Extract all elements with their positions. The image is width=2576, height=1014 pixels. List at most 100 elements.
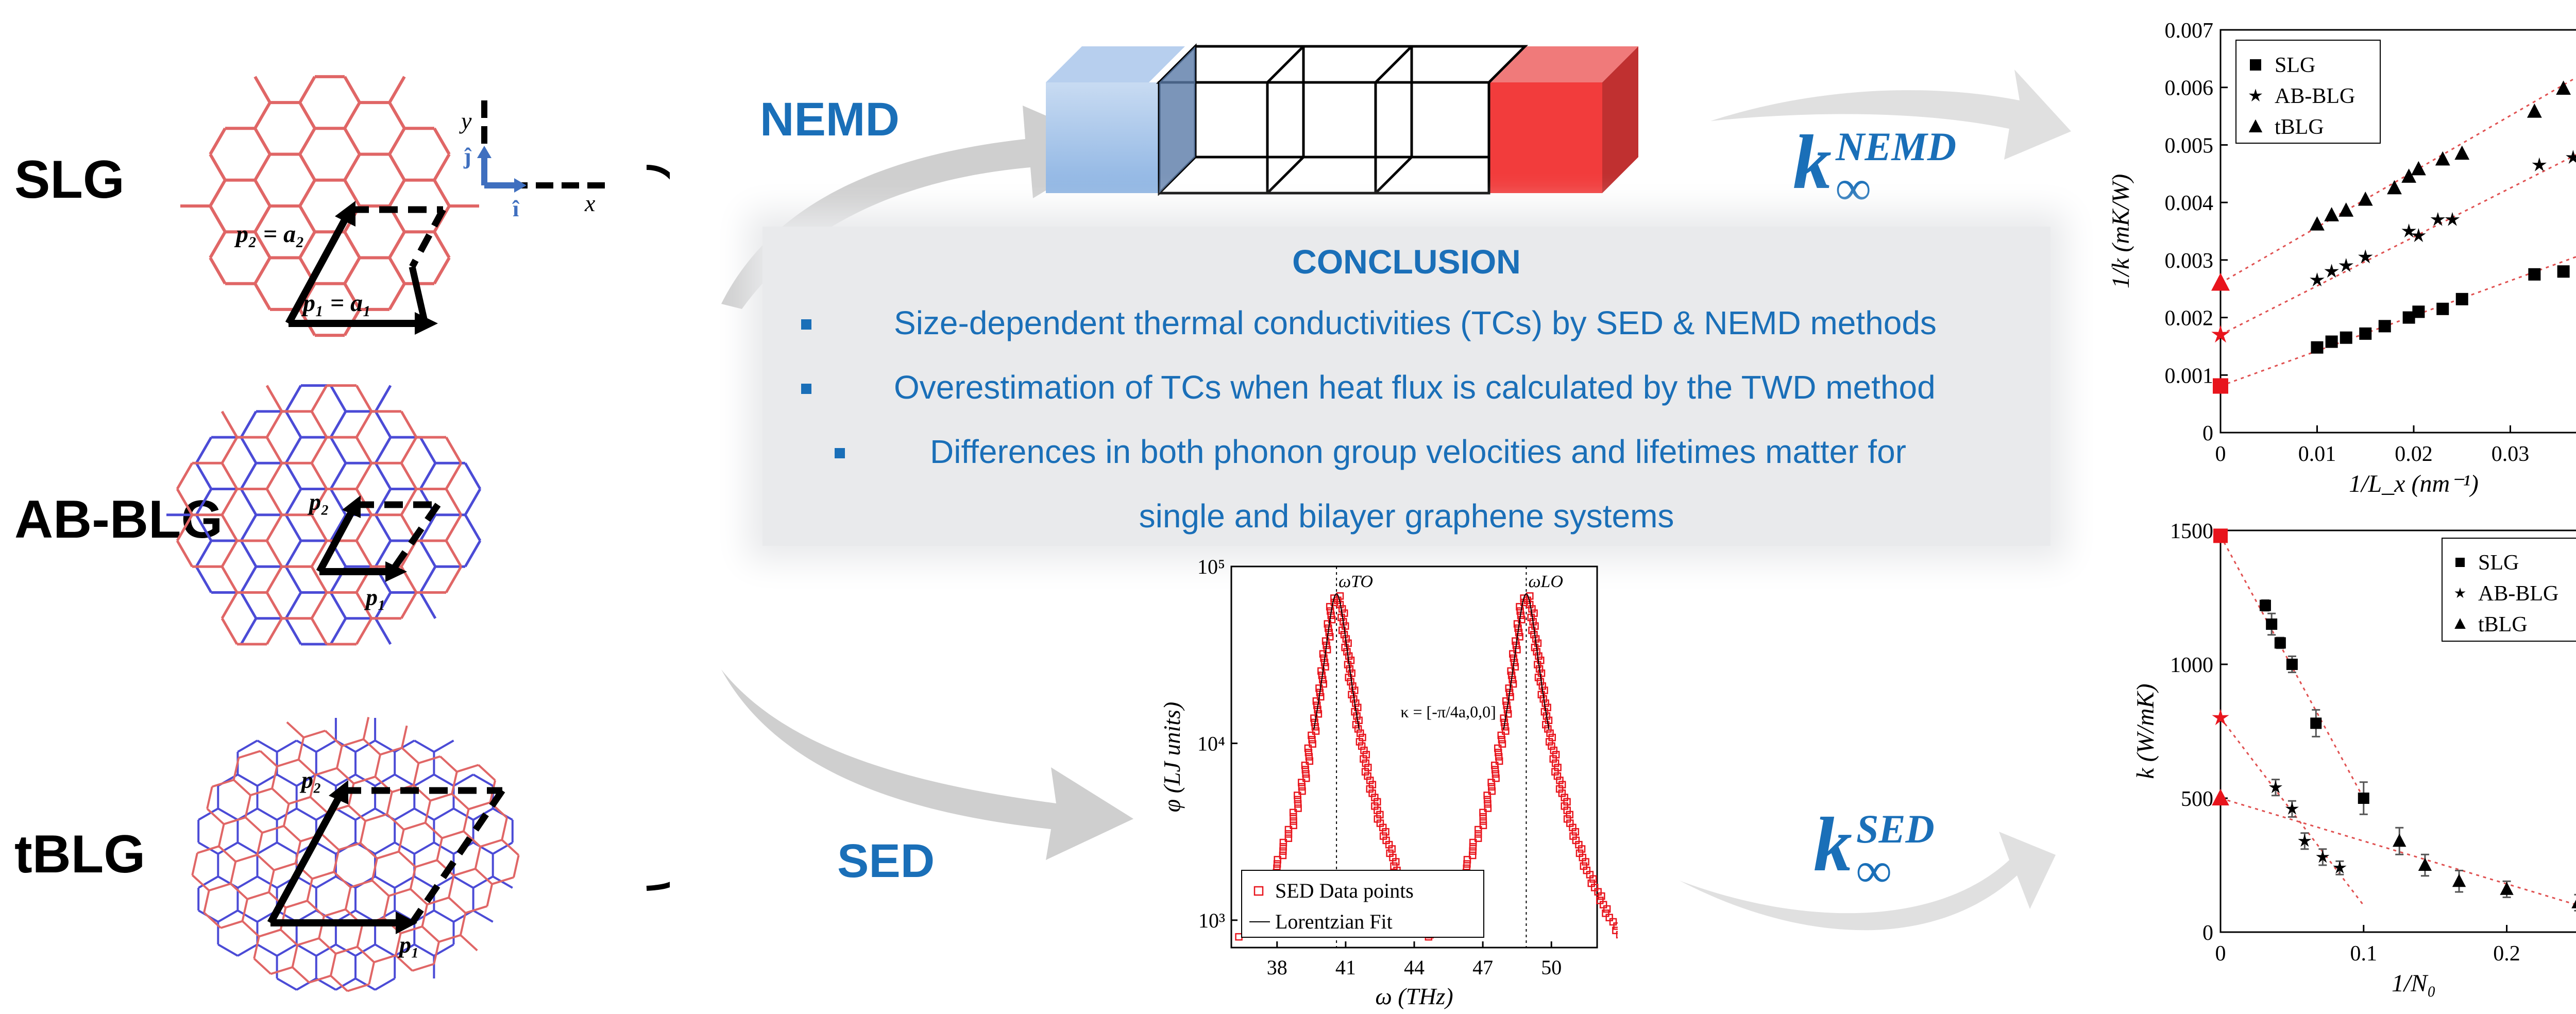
data-point	[2436, 302, 2449, 315]
sed-data-point	[1526, 592, 1534, 600]
sed-data-point	[1290, 817, 1297, 825]
sed-data-point	[1284, 826, 1293, 834]
sed-data-point	[1530, 609, 1538, 617]
fit-line	[2220, 256, 2576, 387]
data-point	[2528, 268, 2541, 281]
sed-data-point	[1294, 792, 1301, 799]
data-point	[2340, 331, 2352, 344]
sed-data-point	[1326, 603, 1334, 611]
sed-data-point	[1544, 703, 1551, 712]
data-point	[2298, 834, 2312, 847]
sed-data-point	[1563, 815, 1571, 823]
sed-data-point	[1500, 714, 1507, 722]
sed-data-point	[1319, 650, 1327, 658]
lattice-bonds	[180, 75, 479, 337]
legend-marker	[2248, 119, 2263, 132]
sed-data-point	[1507, 667, 1515, 675]
legend-label: AB-BLG	[2275, 84, 2355, 108]
legend-marker	[2455, 558, 2465, 567]
sed-data-point	[1279, 847, 1287, 855]
sed-data-point	[1357, 729, 1364, 737]
sed-data-point	[1483, 792, 1491, 799]
data-point	[2358, 249, 2373, 264]
sed-data-point	[1279, 851, 1287, 860]
data-point	[2325, 335, 2338, 348]
arrow-to-nemd	[721, 106, 1118, 309]
sed-data-point	[1569, 832, 1577, 840]
sed-data-point	[1284, 830, 1293, 838]
data-point	[2411, 161, 2426, 176]
peak-label: ωLO	[1528, 572, 1563, 591]
data-point	[2418, 857, 2432, 871]
data-point	[2566, 150, 2576, 164]
sed-data-point	[1469, 847, 1477, 855]
tblg-label-p2: p₂	[299, 767, 321, 793]
x-tick-label: 0.1	[2350, 942, 2378, 966]
lattice-drawings: p₂ = a₂ p₁ = a₁ x y î ĵ p₂ p₁ p₂ p₁	[166, 75, 670, 992]
sed-data-point	[1273, 860, 1281, 868]
k-sed-sub: ∞	[1856, 843, 1892, 898]
sed-data-point	[1348, 669, 1355, 677]
slg-label-p1a1: p₁ = a₁	[301, 289, 371, 317]
sed-data-point	[1328, 615, 1336, 624]
sed-data-point	[1511, 663, 1519, 671]
legend-label: SED Data points	[1275, 879, 1414, 902]
sed-data-point	[1364, 764, 1372, 771]
sed-data-point	[1304, 748, 1313, 757]
legend-marker	[2248, 89, 2263, 102]
sed-data-point	[1483, 796, 1492, 804]
sed-data-point	[1475, 826, 1482, 834]
data-point	[2455, 293, 2468, 305]
sed-data-point	[1463, 860, 1471, 868]
sed-label: SED	[837, 835, 935, 887]
sed-data-point	[1336, 592, 1344, 600]
sed-data-point	[1498, 740, 1506, 748]
data-point	[2401, 224, 2416, 238]
sed-data-point	[1302, 770, 1310, 778]
data-point	[2412, 305, 2425, 318]
conclusion-bullet-1: Size-dependent thermal conductivities (T…	[894, 304, 1937, 341]
data-point	[2454, 145, 2470, 160]
sed-data-point	[1558, 781, 1566, 788]
y-tick-label: 10⁵	[1197, 555, 1225, 578]
sed-data-point	[1484, 800, 1492, 808]
legend-box	[2235, 40, 2381, 144]
sed-data-point	[1308, 731, 1315, 740]
sed-data-point	[1491, 761, 1499, 769]
bullet-marker-2	[801, 384, 811, 394]
arrow-nemd-to-plot	[1710, 70, 2071, 160]
sed-data-point	[1479, 809, 1487, 816]
sed-data-point	[1298, 787, 1306, 795]
y-tick-label: 10³	[1198, 909, 1225, 932]
data-point	[2452, 873, 2466, 887]
k-nemd-sup: NEMD	[1836, 124, 1957, 169]
x-tick-label: 0.2	[2493, 942, 2520, 966]
sed-data-point	[1537, 669, 1546, 677]
legend-marker	[2250, 59, 2261, 71]
sed-data-point	[1545, 716, 1553, 725]
sed-data-point	[1502, 697, 1510, 705]
conclusion-panel: CONCLUSION Size-dependent thermal conduc…	[762, 227, 2050, 546]
sed-data-point	[1602, 909, 1609, 917]
sed-data-point	[1495, 757, 1503, 765]
sed-data-point	[1309, 740, 1316, 748]
data-point	[2556, 80, 2571, 95]
sed-data-point	[1518, 615, 1526, 624]
sed-data-point	[1491, 766, 1499, 774]
y-axis-label: k (W/mK)	[2132, 683, 2159, 779]
extrapolated-point	[2213, 378, 2228, 394]
sed-data-point	[1479, 821, 1487, 829]
sed-data-point	[1609, 918, 1617, 926]
y-tick-label: 500	[2181, 787, 2213, 811]
arrow-to-sed	[721, 669, 1133, 860]
sed-data-point	[1326, 633, 1334, 641]
sed-data-point	[1468, 851, 1477, 860]
sed-data-point	[1580, 862, 1588, 870]
axis-x-label: x	[584, 190, 596, 216]
sed-data-point	[1504, 710, 1512, 718]
sed-data-point	[1487, 783, 1496, 791]
sed-data-point	[1366, 777, 1374, 784]
sed-data-point	[1274, 856, 1281, 864]
extrapolated-point	[2213, 528, 2228, 543]
sed-data-point	[1341, 622, 1349, 630]
